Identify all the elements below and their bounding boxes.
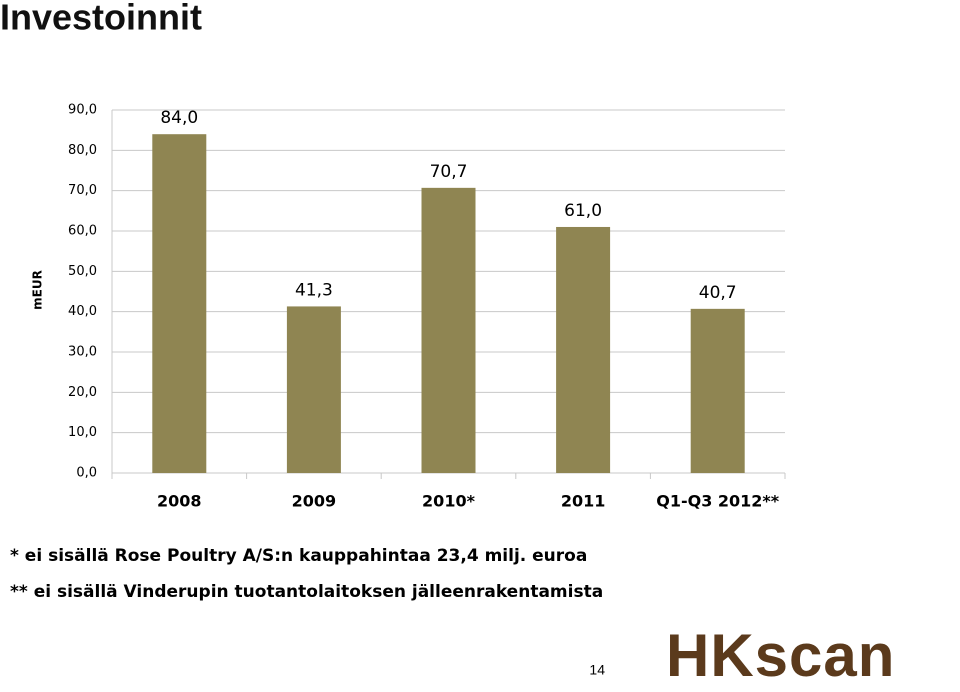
footnote: ** ei sisällä Vinderupin tuotantolaitoks… — [10, 582, 603, 602]
x-tick-label: 2011 — [561, 492, 606, 511]
y-tick-label: 70,0 — [68, 183, 97, 198]
y-tick-label: 80,0 — [68, 143, 97, 158]
y-tick-label: 60,0 — [68, 224, 97, 239]
y-tick-label: 20,0 — [68, 385, 97, 400]
y-tick-label: 10,0 — [68, 425, 97, 440]
logo: HKscan — [666, 622, 895, 689]
value-label: 84,0 — [160, 108, 198, 128]
x-tick-label: 2009 — [292, 492, 337, 511]
y-axis-label: mEUR — [31, 270, 45, 310]
value-label: 70,7 — [430, 162, 468, 182]
y-tick-label: 0,0 — [76, 466, 97, 481]
x-tick-label: 2010* — [422, 492, 476, 511]
y-tick-label: 30,0 — [68, 345, 97, 360]
bar — [556, 226, 611, 473]
bar — [421, 187, 476, 474]
footnote: * ei sisällä Rose Poultry A/S:n kauppahi… — [10, 546, 587, 566]
value-label: 61,0 — [564, 201, 602, 221]
y-tick-label: 90,0 — [68, 103, 97, 118]
value-label: 41,3 — [295, 280, 333, 300]
y-tick-label: 50,0 — [68, 264, 97, 279]
page-number: 14 — [589, 662, 605, 678]
bar — [286, 306, 341, 473]
bar — [152, 134, 207, 473]
value-label: 40,7 — [699, 283, 737, 303]
bar — [690, 308, 745, 473]
slide-title: Investoinnit — [0, 0, 202, 38]
x-tick-label: 2008 — [157, 492, 202, 511]
x-tick-label: Q1-Q3 2012** — [656, 492, 780, 511]
y-tick-label: 40,0 — [68, 304, 97, 319]
